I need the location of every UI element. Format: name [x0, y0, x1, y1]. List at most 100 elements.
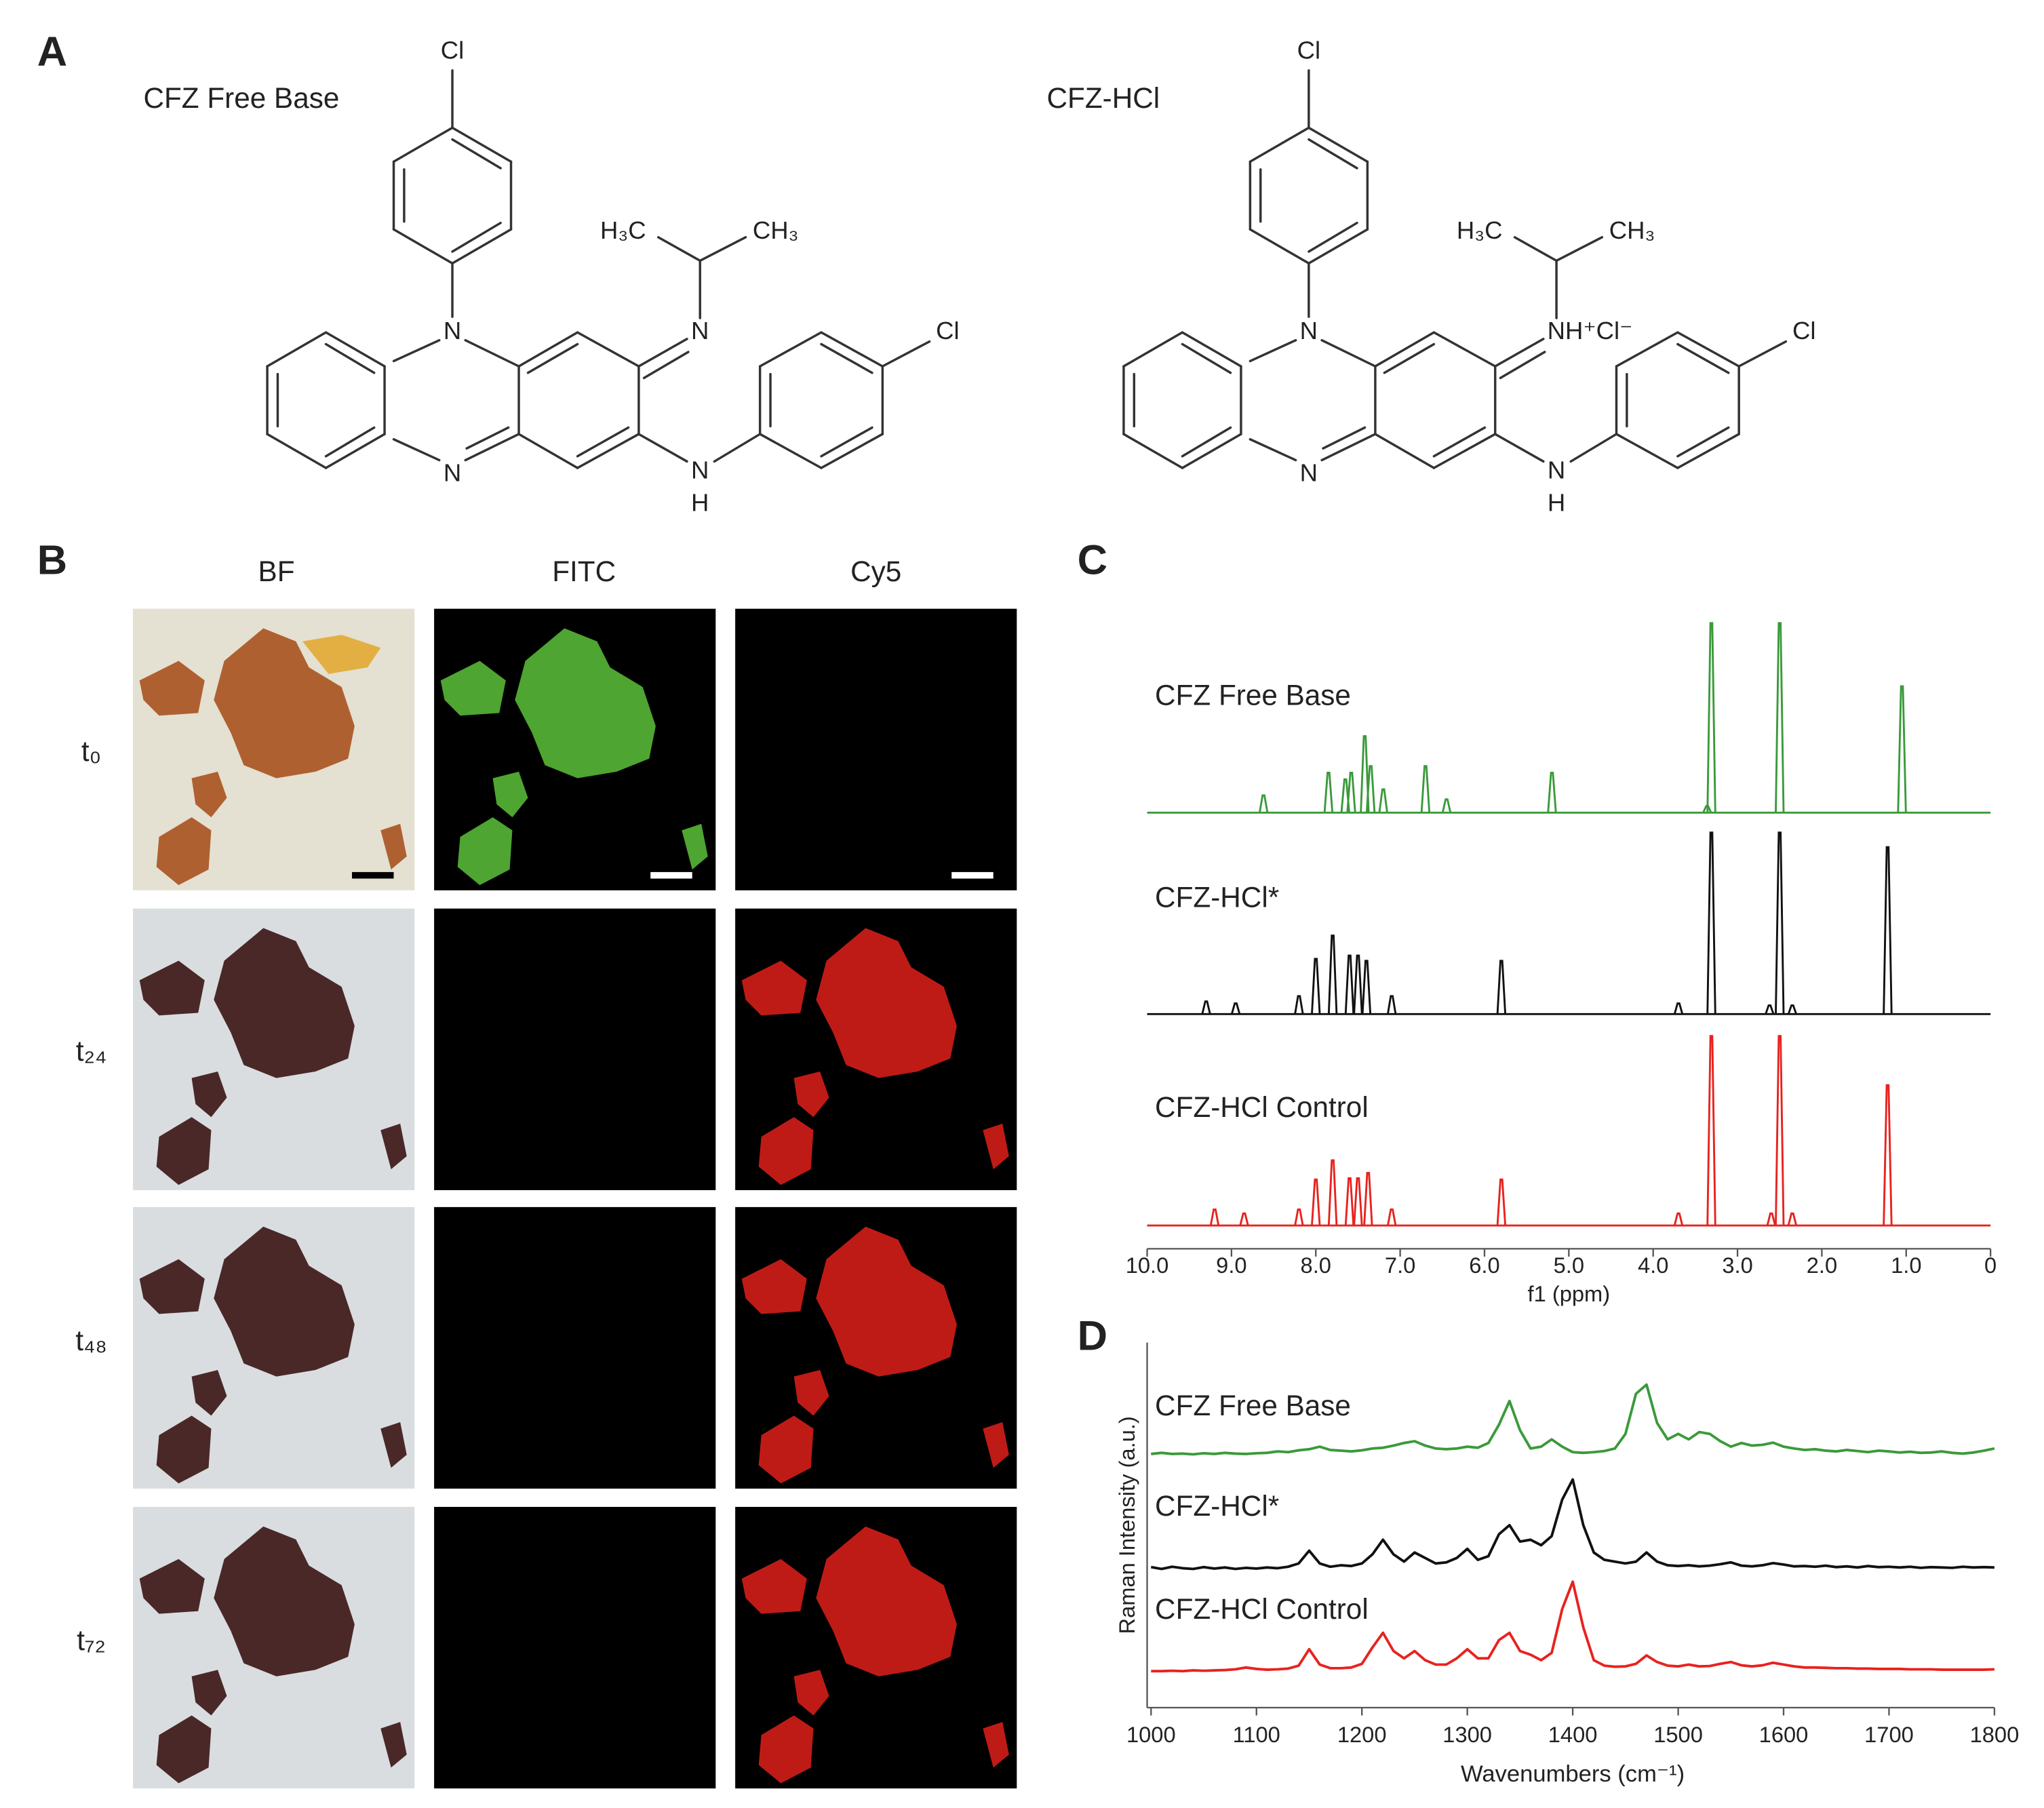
atom-label: CH₃ [1609, 216, 1655, 244]
crystal [741, 1558, 807, 1614]
series-label: CFZ Free Base [1155, 1390, 1351, 1421]
bond [451, 221, 502, 253]
x-tick-label: 1100 [1233, 1722, 1280, 1747]
bond [1308, 126, 1369, 163]
bond [881, 340, 931, 368]
crystal [139, 960, 205, 1016]
micrograph [434, 908, 716, 1190]
crystal [191, 1370, 227, 1416]
bond [392, 338, 441, 363]
bond [1676, 426, 1730, 458]
bond [392, 126, 454, 163]
raman-spectrum [1150, 1478, 1994, 1571]
crystal [380, 823, 407, 870]
x-tick-label: 1500 [1653, 1722, 1703, 1747]
nmr-peak [1327, 1159, 1338, 1226]
bond [1374, 331, 1436, 368]
crystal [214, 628, 355, 779]
x-tick-label: 3.0 [1722, 1253, 1752, 1278]
crystal [191, 771, 227, 818]
bond [266, 331, 328, 368]
x-tick-label: 7.0 [1385, 1253, 1415, 1278]
micrograph [133, 1206, 415, 1489]
image-background [434, 1506, 716, 1789]
bond [1494, 433, 1545, 463]
x-tick-label: 4.0 [1638, 1253, 1668, 1278]
x-tick-label: 6.0 [1469, 1253, 1499, 1278]
nmr-peak [1420, 765, 1431, 813]
nmr-peak [1378, 788, 1388, 813]
crystal [816, 1526, 957, 1676]
nmr-peak [1294, 995, 1304, 1015]
bond [1181, 426, 1232, 458]
bond [1569, 433, 1618, 463]
scale-bar [650, 871, 692, 879]
crystal [214, 1226, 355, 1377]
bond [465, 426, 510, 450]
nmr-peak [1765, 1004, 1775, 1015]
atom-label: CH₃ [753, 216, 799, 244]
crystal [156, 1415, 212, 1484]
atom-label: H [1548, 489, 1565, 517]
micrograph [434, 1206, 716, 1489]
bond [1308, 138, 1358, 170]
bond [464, 433, 520, 462]
atom-label: N [444, 317, 461, 345]
atom-label: H₃C [600, 216, 646, 244]
structure-title: CFZ-HCl [1047, 82, 1160, 114]
row-label: t₄₈ [75, 1324, 107, 1356]
bond [1308, 228, 1369, 265]
structure-bonds [1122, 69, 1788, 469]
crystal [983, 1722, 1009, 1768]
scale-bar [352, 871, 394, 879]
crystal [139, 1558, 205, 1614]
crystal [214, 1526, 355, 1676]
x-tick-label: 9.0 [1216, 1253, 1246, 1278]
micrograph [735, 908, 1017, 1190]
bond [576, 331, 640, 368]
crystal [741, 1259, 807, 1314]
bond [1383, 342, 1436, 374]
panel-label: A [37, 28, 67, 75]
nmr-peak [1496, 1178, 1507, 1226]
crystal [191, 1670, 227, 1716]
crystal [156, 1715, 212, 1784]
panel-label: C [1078, 537, 1107, 584]
nmr-peak [1365, 765, 1376, 813]
series-label: CFZ-HCl* [1155, 881, 1279, 913]
bond [1494, 338, 1545, 368]
nmr-peak [1706, 622, 1716, 813]
nmr-peak [1353, 954, 1363, 1015]
nmr-peak [1353, 1177, 1363, 1226]
nmr-peak [1239, 1212, 1249, 1226]
nmr-peak [1787, 1212, 1798, 1226]
crystal [758, 1715, 814, 1784]
micrograph [133, 908, 415, 1190]
crystal [492, 771, 528, 818]
nmr-peak [1441, 798, 1452, 813]
row-label: t₀ [81, 735, 101, 767]
crystal [793, 1370, 829, 1416]
structure-bonds [266, 69, 931, 469]
y-axis-label: Raman Intensity (a.u.) [1114, 1416, 1139, 1634]
bond [1432, 433, 1497, 469]
atom-label: N [691, 317, 709, 345]
crystal [380, 1722, 407, 1768]
row-label: t₂₄ [76, 1035, 106, 1067]
bond [820, 342, 873, 374]
bond [526, 342, 579, 374]
crystal [191, 1071, 227, 1118]
nmr-peak [1897, 685, 1907, 813]
x-tick-label: 1000 [1126, 1722, 1176, 1747]
crystal [515, 628, 656, 779]
bond [517, 331, 579, 368]
panel-label: D [1078, 1312, 1107, 1359]
atom-label: Cl [1297, 37, 1320, 64]
nmr-peak [1327, 935, 1338, 1015]
x-tick-label: 8.0 [1301, 1253, 1331, 1278]
crystal [983, 1422, 1009, 1468]
crystal [380, 1422, 407, 1468]
bond [576, 426, 630, 458]
bond [392, 228, 454, 265]
